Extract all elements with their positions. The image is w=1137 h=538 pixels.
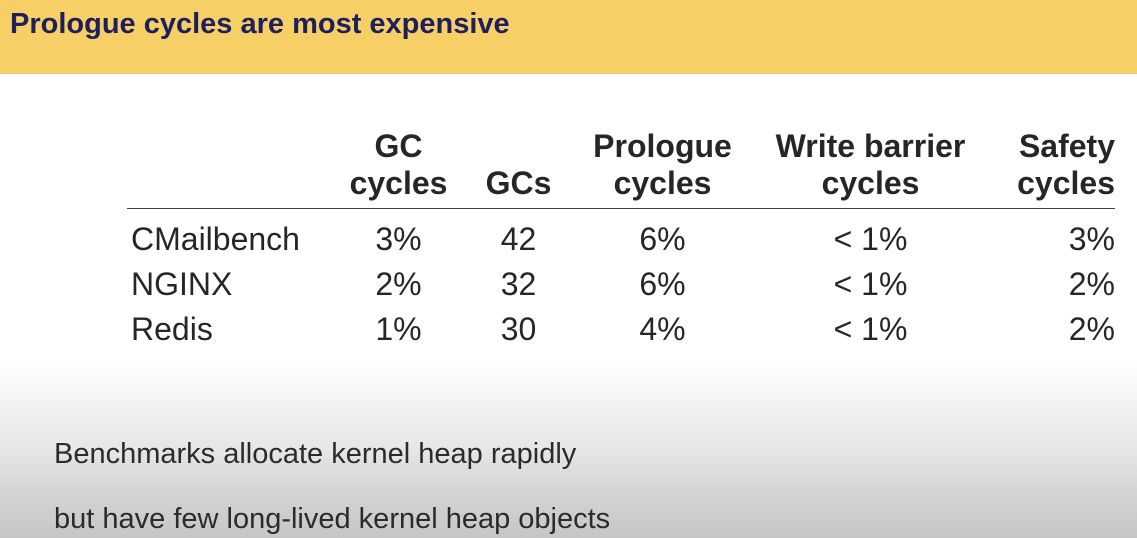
header-gc-cycles: GC cycles	[341, 128, 456, 209]
cell-safety-cycles: 2%	[1068, 266, 1115, 302]
cell-benchmark-name: Redis	[131, 311, 213, 347]
cell-write-barrier-cycles: < 1%	[833, 311, 908, 347]
note-line-2: but have few long-lived kernel heap obje…	[54, 503, 611, 535]
header-safety-cycles: Safety cycles	[997, 128, 1115, 209]
cycles-table-container: GC cycles GCs Prologue cycles Write barr…	[127, 128, 1115, 352]
cell-safety-cycles: 2%	[1068, 311, 1115, 347]
cell-prologue-cycles: 6%	[639, 266, 686, 302]
header-prologue-cycles: Prologue cycles	[581, 128, 744, 209]
cell-write-barrier-cycles: < 1%	[833, 221, 908, 257]
header-benchmark	[127, 128, 341, 209]
slide-title: Prologue cycles are most expensive	[10, 8, 510, 40]
cell-prologue-cycles: 6%	[639, 221, 686, 257]
cell-gc-cycles: 2%	[375, 266, 422, 302]
header-write-barrier-cycles: Write barrier cycles	[744, 128, 997, 209]
cell-write-barrier-cycles: < 1%	[833, 266, 908, 302]
cell-gcs: 42	[500, 221, 537, 257]
header-gcs: GCs	[456, 128, 581, 209]
cell-safety-cycles: 3%	[1068, 221, 1115, 257]
note-line-1: Benchmarks allocate kernel heap rapidly	[54, 438, 577, 470]
slide-header: Prologue cycles are most expensive	[0, 0, 1137, 74]
cell-gc-cycles: 3%	[375, 221, 422, 257]
table-header-row: GC cycles GCs Prologue cycles Write barr…	[127, 128, 1115, 209]
cycles-table: GC cycles GCs Prologue cycles Write barr…	[127, 128, 1115, 352]
table-row: CMailbench 3% 42 6% < 1% 3%	[127, 209, 1115, 263]
cell-benchmark-name: NGINX	[131, 266, 233, 302]
table-row: Redis 1% 30 4% < 1% 2%	[127, 307, 1115, 352]
cell-prologue-cycles: 4%	[639, 311, 686, 347]
cell-gcs: 32	[500, 266, 537, 302]
cell-gc-cycles: 1%	[375, 311, 422, 347]
table-row: NGINX 2% 32 6% < 1% 2%	[127, 262, 1115, 307]
cell-gcs: 30	[500, 311, 537, 347]
cell-benchmark-name: CMailbench	[131, 221, 300, 257]
